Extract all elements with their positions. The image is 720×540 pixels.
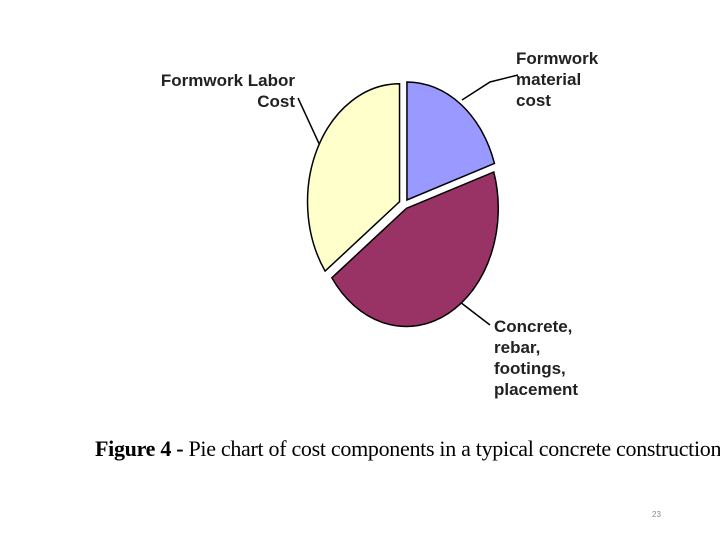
figure-caption: Figure 4 - Pie chart of cost components … (95, 436, 720, 462)
caption-text: Pie chart of cost components in a typica… (188, 436, 720, 461)
leader-line (459, 301, 491, 326)
slice-label: Formwork Labor Cost (160, 71, 295, 111)
leader-line (461, 74, 519, 101)
leader-line (297, 97, 323, 151)
pie-slice (406, 81, 496, 202)
slice-label: Concrete, rebar, footings, placement (494, 317, 579, 399)
caption-label: Figure 4 - (95, 436, 184, 461)
leader-lines (297, 74, 519, 326)
pie-slice (306, 82, 401, 273)
slice-label: Formwork material cost (516, 49, 599, 110)
pie-slice (330, 170, 500, 328)
slide-number: 23 (652, 510, 661, 519)
